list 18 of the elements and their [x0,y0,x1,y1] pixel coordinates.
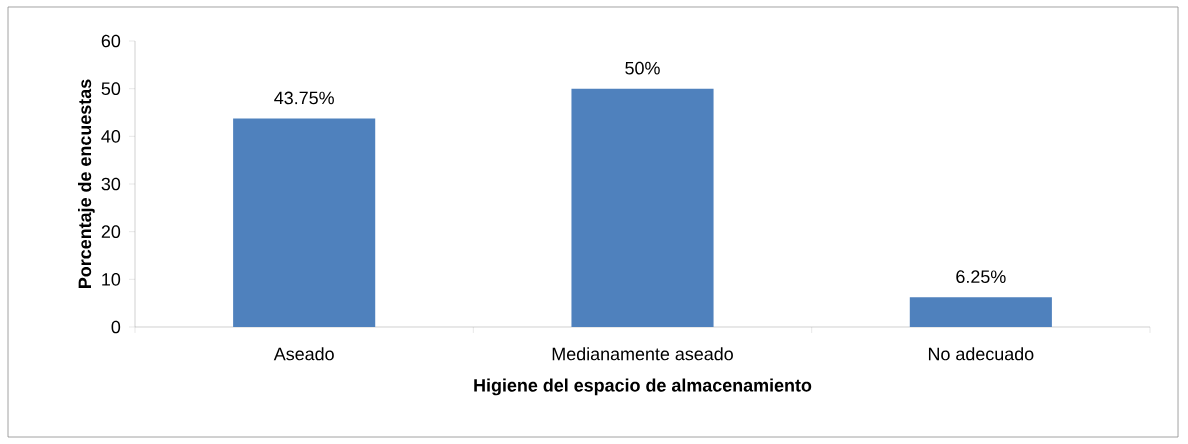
y-tick-label: 20 [101,225,121,239]
y-tick-label: 60 [101,34,121,48]
y-tick-label: 0 [111,320,121,334]
bar [571,88,714,327]
bar [233,118,376,327]
data-label: 6.25% [956,270,1006,284]
x-tick-label: No adecuado [928,347,1034,361]
y-tick-label: 30 [101,177,121,191]
y-tick-label: 10 [102,272,121,286]
y-tick-label: 50 [101,82,121,96]
y-tick-label: 40 [101,129,121,143]
y-axis-title: Porcentaje de encuestas [78,79,95,288]
x-tick-label: Aseado [273,347,334,361]
data-label: 43.75% [274,91,334,105]
bar [909,297,1052,327]
x-axis-title: Higiene del espacio de almacenamiento [474,378,812,396]
x-tick-label: Medianamente aseado [552,347,733,361]
data-label: 50% [625,61,660,75]
